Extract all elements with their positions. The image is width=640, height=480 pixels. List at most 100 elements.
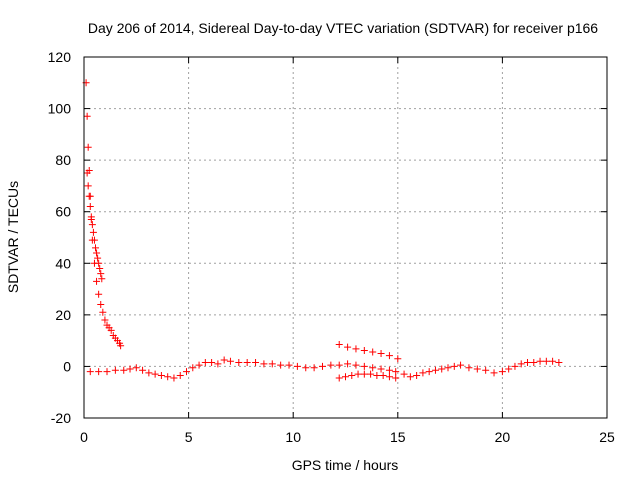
y-tick-label: 60: [55, 204, 71, 220]
data-point-marker: [139, 366, 147, 374]
data-point-marker: [406, 373, 414, 381]
data-point-marker: [354, 370, 362, 378]
data-point-marker: [96, 264, 104, 272]
data-point-marker: [92, 244, 100, 252]
data-point-marker: [348, 371, 356, 379]
data-point-marker: [164, 373, 172, 381]
data-point-marker: [111, 366, 119, 374]
data-point-marker: [252, 359, 260, 367]
data-point-marker: [268, 360, 276, 368]
data-point-marker: [220, 356, 228, 364]
data-series: [335, 341, 402, 363]
data-point-marker: [360, 362, 368, 370]
data-series: [82, 79, 125, 350]
data-point-marker: [360, 370, 368, 378]
data-point-marker: [277, 361, 285, 369]
data-point-marker: [400, 370, 408, 378]
data-point-marker: [94, 254, 102, 262]
data-point-marker: [385, 352, 393, 360]
data-point-marker: [97, 301, 105, 309]
data-point-marker: [413, 371, 421, 379]
data-point-marker: [90, 236, 98, 244]
data-point-marker: [536, 357, 544, 365]
data-point-marker: [201, 359, 209, 367]
data-point-marker: [89, 228, 97, 236]
data-point-marker: [530, 359, 538, 367]
data-point-marker: [379, 371, 387, 379]
data-point-marker: [120, 366, 128, 374]
data-point-marker: [419, 369, 427, 377]
data-point-marker: [83, 169, 91, 177]
data-point-marker: [176, 371, 184, 379]
data-point-marker: [235, 359, 243, 367]
data-point-marker: [214, 360, 222, 368]
data-point-marker: [367, 370, 375, 378]
data-point-marker: [524, 359, 532, 367]
data-point-marker: [431, 366, 439, 374]
data-point-marker: [226, 357, 234, 365]
grid-lines: [84, 57, 607, 418]
data-point-marker: [97, 270, 105, 278]
data-point-marker: [101, 316, 109, 324]
data-point-marker: [93, 249, 101, 257]
axis-ticks: 0 5 10 15 20 25 -20 0 20 40 60 80 100 120: [48, 49, 615, 445]
chart-title: Day 206 of 2014, Sidereal Day-to-day VTE…: [88, 20, 598, 36]
data-point-marker: [103, 368, 111, 376]
data-point-marker: [95, 368, 103, 376]
data-point-marker: [377, 365, 385, 373]
x-tick-label: 15: [390, 429, 406, 445]
data-point-marker: [385, 366, 393, 374]
data-point-marker: [83, 112, 91, 120]
data-point-marker: [342, 373, 349, 381]
y-axis-label: SDTVAR / TECUs: [5, 181, 21, 293]
data-point-marker: [352, 345, 360, 353]
data-point-marker: [425, 368, 433, 376]
data-point-marker: [377, 350, 385, 358]
data-point-marker: [549, 357, 557, 365]
y-tick-label: -20: [51, 410, 71, 426]
data-point-marker: [107, 326, 115, 334]
x-tick-label: 20: [495, 429, 511, 445]
data-point-marker: [157, 371, 165, 379]
data-point-marker: [86, 368, 94, 376]
data-point-marker: [352, 361, 360, 369]
data-point-marker: [344, 360, 352, 368]
data-point-marker: [151, 370, 159, 378]
data-point-marker: [335, 341, 343, 349]
data-series: [86, 356, 563, 382]
data-point-marker: [392, 368, 400, 376]
data-point-marker: [243, 359, 251, 367]
y-tick-label: 100: [48, 101, 72, 117]
data-point-marker: [369, 348, 377, 356]
data-point-marker: [335, 361, 343, 369]
y-tick-label: 120: [48, 49, 72, 65]
data-point-marker: [95, 259, 103, 267]
data-point-marker: [98, 275, 106, 283]
data-point-marker: [335, 374, 343, 382]
data-series: [335, 360, 400, 376]
data-points: [82, 79, 563, 382]
data-point-marker: [84, 182, 92, 190]
data-point-marker: [195, 361, 203, 369]
data-point-marker: [555, 359, 563, 367]
data-point-marker: [85, 192, 93, 200]
data-point-marker: [369, 364, 377, 372]
x-tick-label: 5: [185, 429, 193, 445]
data-point-marker: [93, 277, 101, 285]
data-point-marker: [189, 364, 197, 372]
y-tick-label: 0: [63, 358, 71, 374]
data-point-marker: [293, 362, 301, 370]
y-tick-label: 40: [55, 255, 71, 271]
data-point-marker: [88, 221, 96, 229]
data-point-marker: [511, 362, 519, 370]
data-point-marker: [360, 346, 368, 354]
data-point-marker: [465, 364, 473, 372]
data-point-marker: [99, 308, 107, 316]
data-point-marker: [517, 360, 525, 368]
data-point-marker: [170, 374, 178, 382]
data-point-marker: [208, 359, 216, 367]
data-point-marker: [344, 343, 352, 351]
y-tick-label: 80: [55, 152, 71, 168]
x-tick-label: 0: [80, 429, 88, 445]
data-point-marker: [84, 143, 92, 151]
